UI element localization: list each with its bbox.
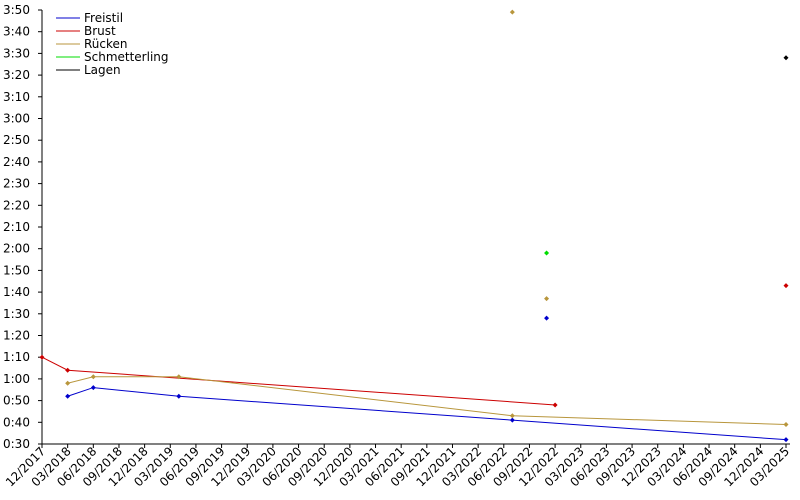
point [544,250,550,256]
legend-label: Schmetterling [84,50,169,64]
point [65,393,71,399]
point [509,413,515,419]
y-tick-label: 2:50 [3,133,30,147]
legend-label: Rücken [84,37,128,51]
y-tick-label: 3:10 [3,90,30,104]
y-tick-label: 0:30 [3,437,30,451]
point [783,283,789,289]
point [176,374,182,380]
y-tick-label: 2:30 [3,177,30,191]
series-line [67,376,787,425]
y-tick-label: 3:50 [3,3,30,17]
y-tick-label: 3:00 [3,112,30,126]
point [39,354,45,360]
y-tick-label: 1:30 [3,307,30,321]
y-tick-label: 2:40 [3,155,30,169]
legend-label: Freistil [84,11,123,25]
y-tick-label: 2:00 [3,242,30,256]
y-tick-label: 3:20 [3,68,30,82]
y-tick-label: 1:00 [3,372,30,386]
y-tick-label: 1:40 [3,285,30,299]
point [90,385,96,391]
point [552,402,558,408]
y-tick-label: 2:10 [3,220,30,234]
point [509,417,515,423]
point [544,296,550,302]
point [783,437,789,443]
legend-label: Brust [84,24,116,38]
y-tick-label: 3:40 [3,25,30,39]
y-tick-label: 1:20 [3,329,30,343]
point [176,393,182,399]
legend-label: Lagen [84,63,121,77]
point [783,55,789,61]
series-line [41,356,556,406]
y-tick-label: 0:40 [3,415,30,429]
point [544,315,550,321]
point [783,421,789,427]
y-tick-label: 0:50 [3,394,30,408]
point [65,367,71,373]
y-tick-label: 1:10 [3,350,30,364]
point [65,380,71,386]
y-tick-label: 2:20 [3,198,30,212]
y-tick-label: 1:50 [3,263,30,277]
point [509,9,515,15]
y-tick-label: 3:30 [3,46,30,60]
point [90,374,96,380]
